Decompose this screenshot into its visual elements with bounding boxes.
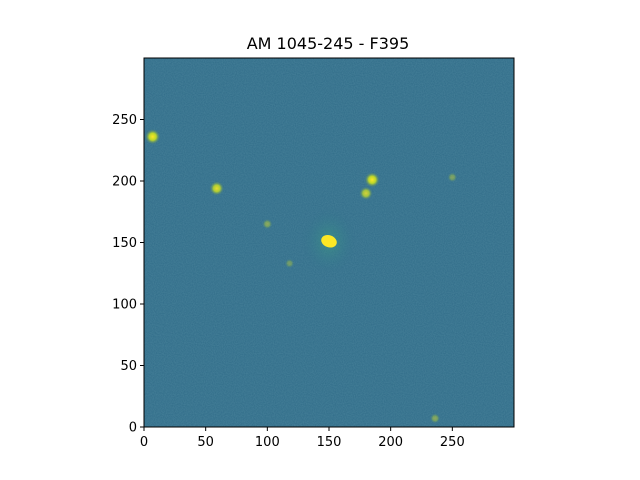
image-area <box>143 57 515 428</box>
y-tick-label: 0 <box>129 421 137 436</box>
y-axis: 0 50 100 150 200 250 <box>112 113 144 436</box>
y-tick-label: 200 <box>112 175 137 190</box>
x-tick-label: 200 <box>378 435 403 450</box>
sources-layer <box>144 128 458 424</box>
star-5 <box>447 172 458 183</box>
star-6 <box>261 218 273 230</box>
plot-title: AM 1045-245 - F395 <box>247 34 410 53</box>
x-tick-label: 100 <box>255 435 280 450</box>
x-tick-label: 250 <box>440 435 465 450</box>
star-7 <box>284 258 295 269</box>
star-4 <box>358 186 374 201</box>
x-tick-label: 50 <box>197 435 214 450</box>
x-axis: 0 50 100 150 200 250 <box>140 427 465 450</box>
galaxy-core <box>321 235 337 248</box>
y-tick-label: 250 <box>112 113 137 128</box>
star-2 <box>209 180 225 196</box>
x-tick-label: 0 <box>140 435 148 450</box>
y-tick-label: 50 <box>120 359 137 374</box>
x-tick-label: 150 <box>317 435 342 450</box>
star-8 <box>429 413 441 424</box>
star-1 <box>144 128 161 145</box>
star-3 <box>364 171 381 188</box>
y-tick-label: 150 <box>112 236 137 251</box>
y-tick-label: 100 <box>112 298 137 313</box>
